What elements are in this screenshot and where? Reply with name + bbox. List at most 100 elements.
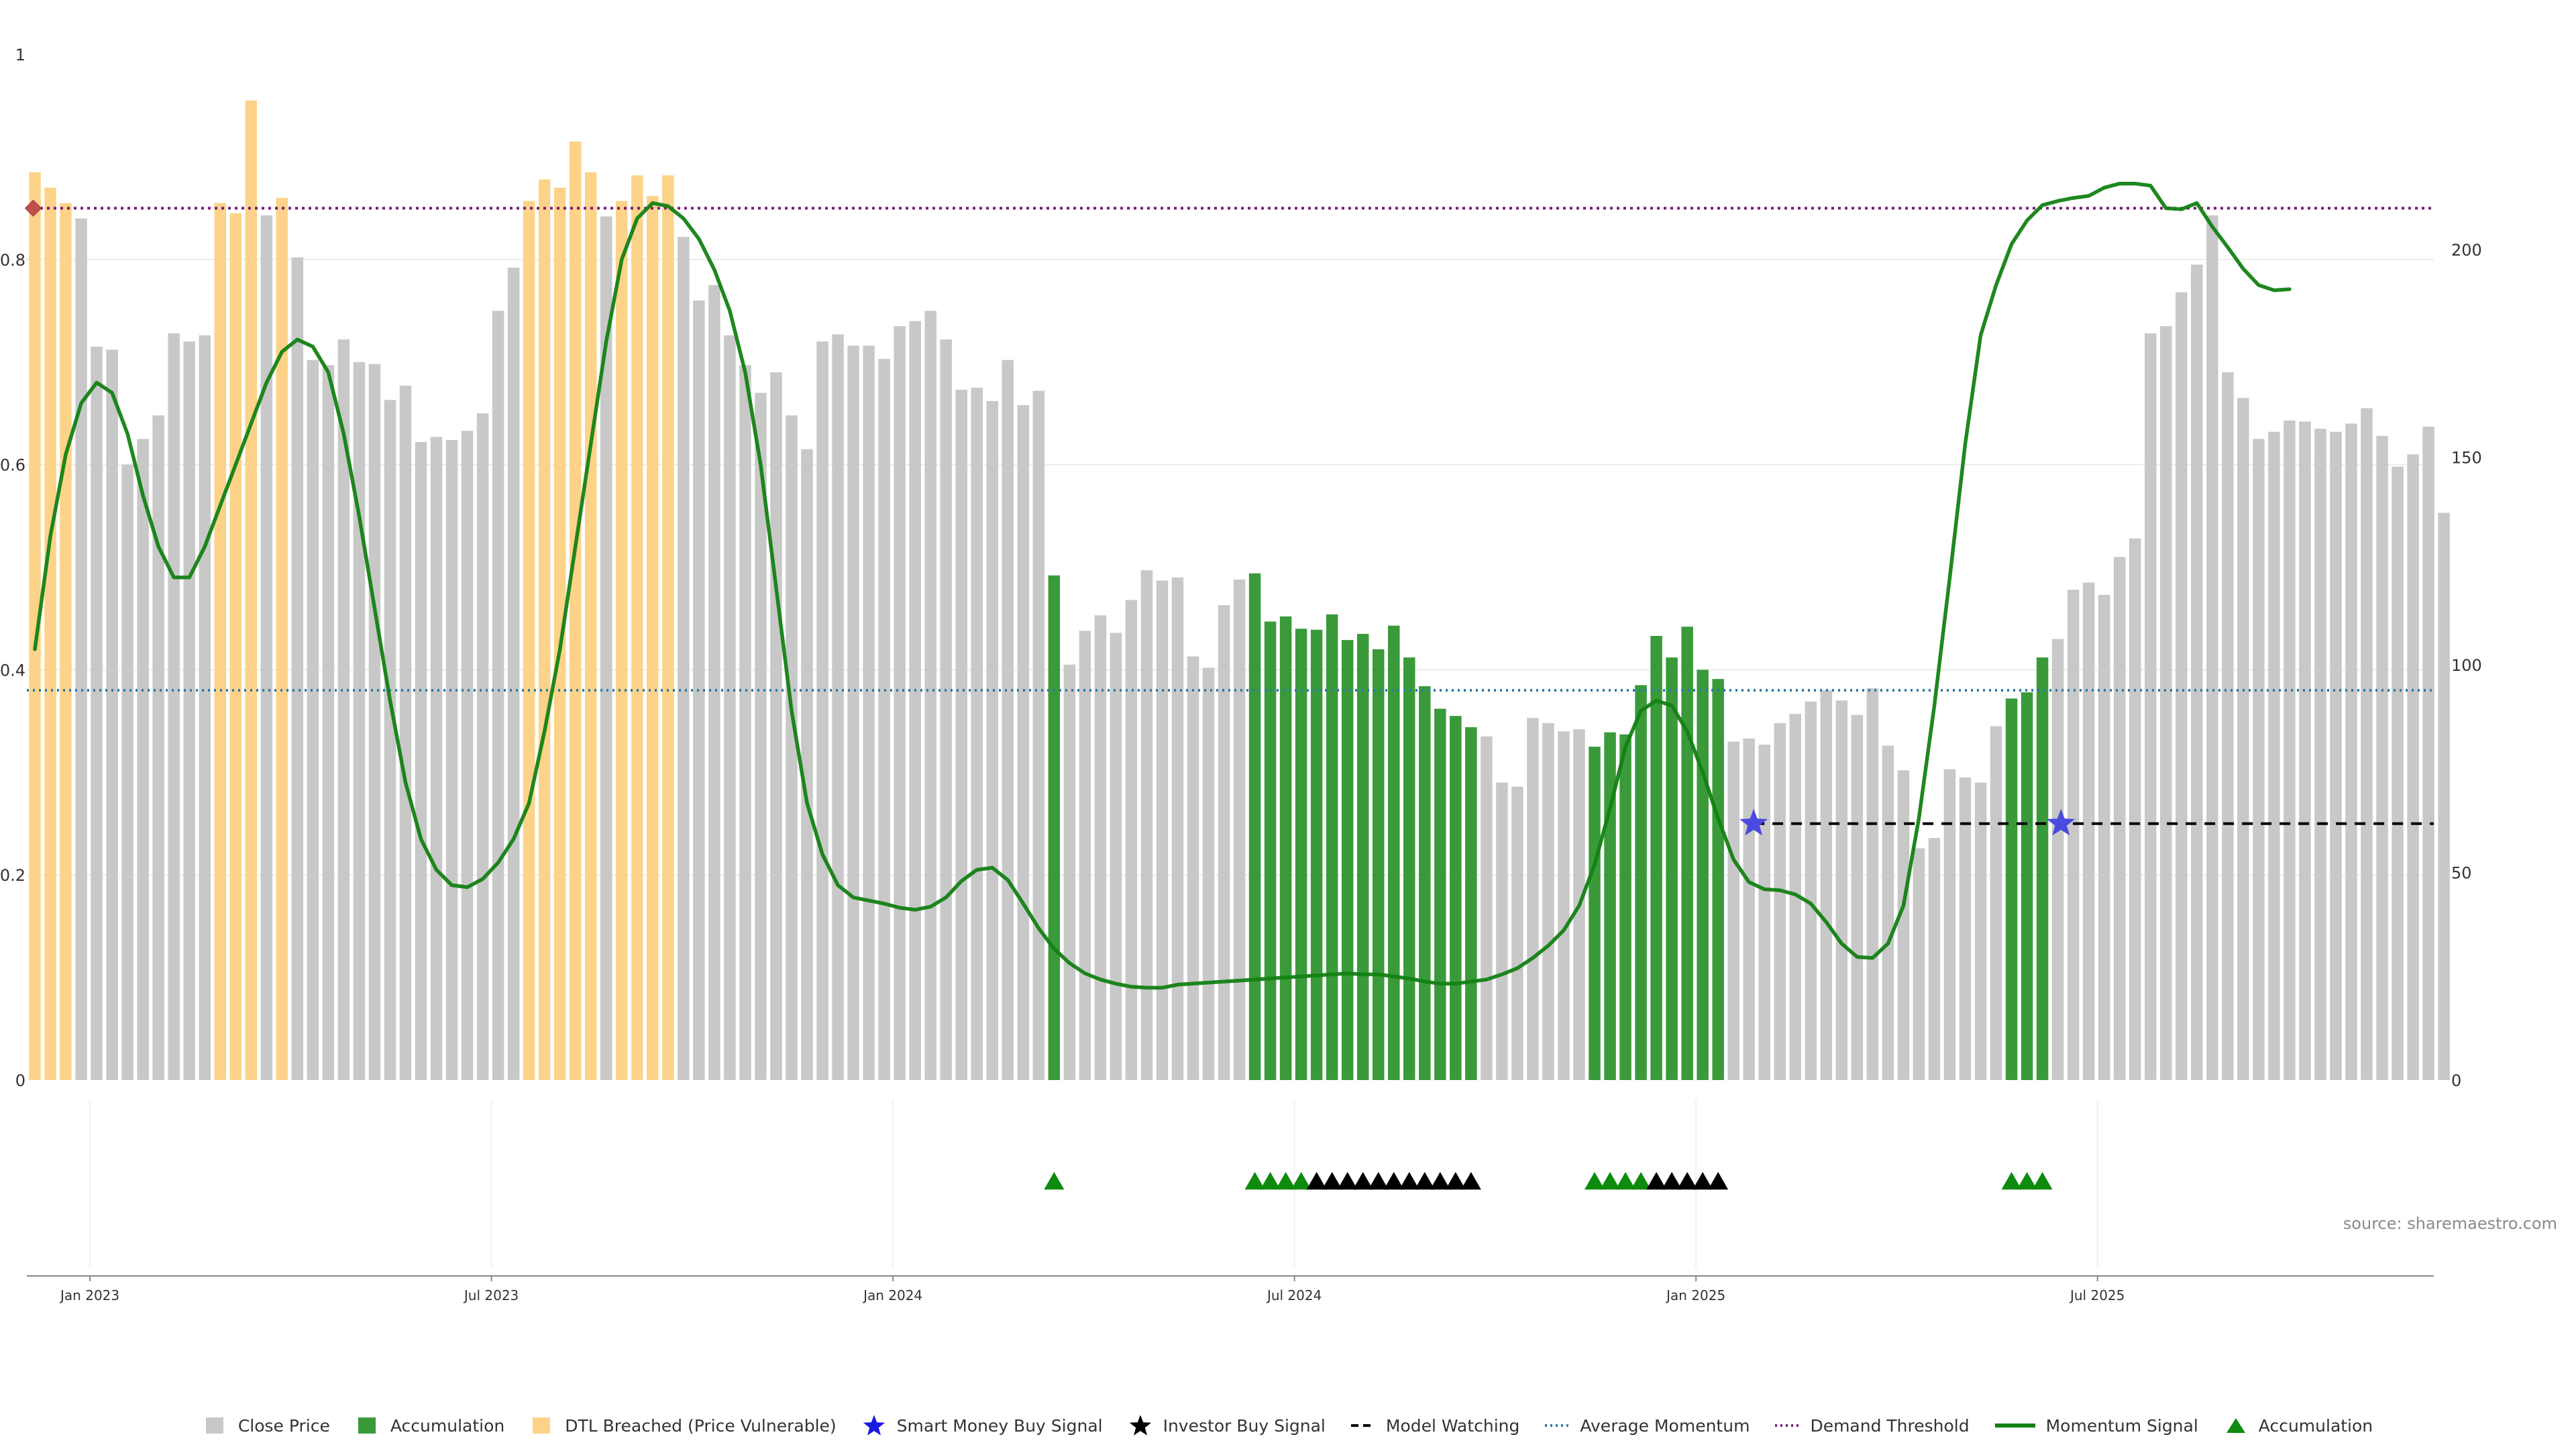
close-price-bar	[2407, 454, 2419, 1080]
close-price-bar	[1820, 690, 1833, 1080]
accumulation-bar	[1434, 708, 1446, 1080]
close-price-bar	[2284, 420, 2296, 1080]
legend-item-model_watching: Model Watching	[1350, 1415, 1519, 1436]
investor-triangle	[1337, 1172, 1358, 1190]
close-price-bar	[755, 392, 767, 1080]
close-price-bar	[2098, 594, 2110, 1080]
accumulation-triangle	[1631, 1172, 1652, 1190]
investor-triangle	[1693, 1172, 1713, 1190]
close-price-bar	[1974, 782, 1987, 1080]
left-tick-label: 0.6	[0, 456, 25, 475]
legend-swatch	[533, 1417, 551, 1434]
close-price-bar	[1125, 600, 1138, 1080]
investor-triangle	[1708, 1172, 1729, 1190]
close-price-bar	[1079, 631, 1091, 1080]
legend-swatch	[358, 1417, 376, 1434]
close-price-bar	[2422, 427, 2434, 1080]
legend-swatch-box	[533, 1417, 551, 1434]
close-price-bar	[260, 215, 273, 1081]
close-price-bar	[924, 311, 936, 1080]
legend-swatch	[1545, 1424, 1570, 1427]
accumulation-triangle	[1615, 1172, 1636, 1190]
accumulation-bar	[1356, 633, 1369, 1080]
accumulation-bar	[1295, 629, 1307, 1080]
close-price-bar	[2314, 429, 2326, 1080]
accumulation-bar	[1403, 657, 1415, 1080]
close-price-bar	[337, 339, 350, 1080]
dtl-bar	[29, 172, 41, 1081]
close-price-bar	[137, 439, 149, 1080]
accumulation-bar	[1697, 669, 1709, 1080]
legend-swatch	[2226, 1418, 2245, 1433]
accumulation-triangle	[1600, 1172, 1621, 1190]
accumulation-triangle	[1275, 1172, 1296, 1190]
close-price-bar	[1743, 738, 1755, 1080]
close-price-bar	[399, 385, 412, 1081]
close-price-bar	[1928, 838, 1941, 1080]
smart-money-star	[2047, 808, 2076, 836]
accumulation-bar	[1388, 625, 1400, 1080]
dtl-bar	[584, 172, 597, 1081]
dtl-bar	[44, 187, 56, 1080]
close-price-bar	[1789, 714, 1802, 1080]
accumulation-triangle	[2001, 1172, 2022, 1190]
close-price-bar	[2129, 538, 2141, 1080]
axes-layer: 0 0.2 0.4 0.6 0.8 1 0 50 100 150 200 Jan 2023 Jul 20…	[0, 46, 2482, 1303]
investor-triangle	[1445, 1172, 1466, 1190]
close-price-bar	[2299, 421, 2311, 1080]
dtl-bar	[245, 100, 258, 1081]
smart-money-star	[1739, 808, 1768, 836]
close-price-bar	[2253, 439, 2265, 1080]
dtl-bar	[523, 201, 535, 1081]
close-price-bar	[75, 218, 87, 1080]
close-price-bar	[2361, 408, 2373, 1080]
legend-label: Demand Threshold	[1810, 1415, 1970, 1436]
close-price-bar	[353, 362, 366, 1081]
close-price-bar	[121, 464, 133, 1080]
close-price-bar	[971, 387, 983, 1080]
dtl-bar	[616, 201, 628, 1081]
investor-triangle	[1306, 1172, 1327, 1190]
accumulation-bar	[1681, 627, 1693, 1080]
x-tick-label: Jul 2024	[1266, 1287, 1322, 1303]
close-price-bar	[2392, 466, 2404, 1080]
left-tick-label: 0.4	[0, 661, 25, 680]
accumulation-bar	[1248, 573, 1261, 1080]
legend-item-average_momentum: Average Momentum	[1545, 1415, 1750, 1436]
legend-label: Momentum Signal	[2045, 1415, 2198, 1436]
accumulation-bar	[1310, 629, 1323, 1080]
accumulation-triangle	[1044, 1172, 1065, 1190]
close-price-bar	[2082, 582, 2095, 1080]
legend-item-dtl: DTL Breached (Price Vulnerable)	[530, 1415, 837, 1436]
close-price-bar	[1558, 731, 1570, 1080]
close-price-bar	[2176, 292, 2188, 1080]
accumulation-bar	[2021, 692, 2033, 1080]
close-price-bar	[1017, 405, 1030, 1080]
accumulation-bar	[1326, 614, 1338, 1080]
accumulation-bar	[1279, 616, 1292, 1080]
close-price-bar	[940, 339, 952, 1080]
close-price-bar	[1218, 605, 1230, 1080]
close-price-bar	[2237, 398, 2249, 1080]
close-price-bar	[816, 341, 828, 1080]
close-price-bar	[106, 350, 118, 1080]
left-tick-label: 1	[15, 46, 25, 64]
legend-item-investor: Investor Buy Signal	[1128, 1415, 1326, 1436]
accumulation-bar	[2036, 657, 2049, 1080]
close-price-bar	[445, 439, 458, 1080]
legend-label: DTL Breached (Price Vulnerable)	[565, 1415, 837, 1436]
close-price-bar	[1110, 633, 1122, 1080]
close-price-bar	[863, 345, 875, 1080]
legend-star	[1129, 1415, 1151, 1436]
accumulation-triangle	[1585, 1172, 1605, 1190]
momentum-signal-line	[33, 181, 2292, 990]
close-price-bar	[1897, 770, 1910, 1080]
accumulation-bar	[1650, 635, 1662, 1080]
close-price-bar	[2144, 333, 2157, 1081]
close-price-bar	[1805, 701, 1817, 1080]
close-price-bar	[1032, 390, 1045, 1081]
triangles-layer	[1044, 1172, 2053, 1190]
legend-item-accumulation: Accumulation	[356, 1415, 504, 1436]
legend-swatch	[1994, 1424, 2035, 1428]
left-tick-label: 0.2	[0, 866, 25, 885]
